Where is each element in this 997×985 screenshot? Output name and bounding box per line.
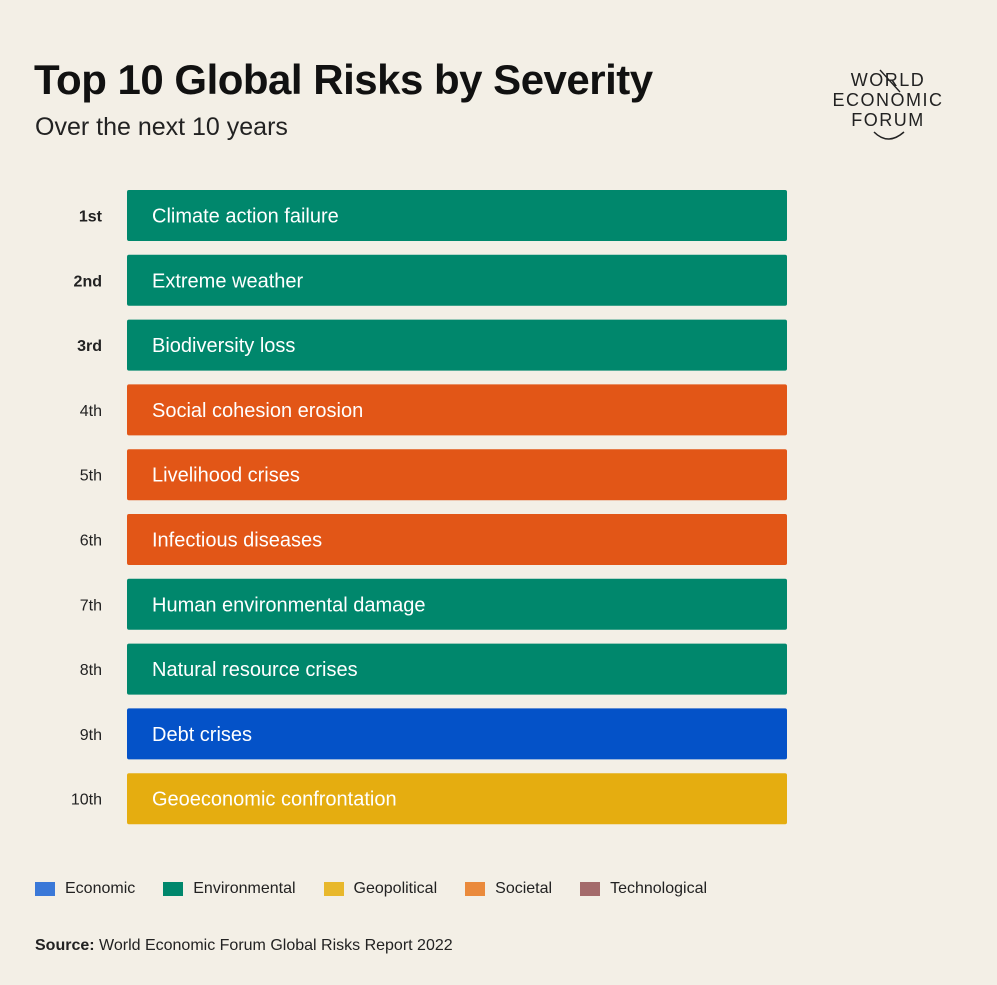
legend-swatch bbox=[35, 882, 55, 896]
legend-item: Geopolitical bbox=[323, 880, 438, 898]
risk-bar bbox=[127, 643, 787, 695]
risk-label: Natural resource crises bbox=[152, 659, 358, 681]
risk-bar bbox=[127, 449, 787, 501]
legend: Economic Environmental Geopolitical Societa… bbox=[35, 880, 735, 898]
rank-label: 5th bbox=[80, 468, 102, 485]
rank-label: 2nd bbox=[74, 273, 102, 290]
risk-label: Climate action failure bbox=[152, 206, 339, 228]
risk-label: Geoeconomic confrontation bbox=[152, 789, 397, 811]
legend-swatch bbox=[163, 882, 184, 896]
legend-swatch bbox=[465, 882, 486, 896]
risk-bar bbox=[127, 773, 787, 825]
legend-label: Geopolitical bbox=[353, 880, 438, 897]
legend-item: Societal bbox=[465, 880, 552, 898]
logo-slash-icon bbox=[879, 69, 901, 93]
rank-label: 8th bbox=[80, 662, 102, 679]
wef-logo: WORLD ECONOMIC FORUM bbox=[833, 69, 944, 140]
risk-bar bbox=[127, 384, 787, 436]
logo-line-2: ECONOMIC bbox=[833, 90, 944, 110]
legend-item: Environmental bbox=[163, 880, 296, 898]
legend-item: Economic bbox=[35, 880, 135, 898]
logo-line-1: WORLD bbox=[851, 70, 926, 90]
risk-label: Livelihood crises bbox=[152, 465, 300, 487]
risk-bar bbox=[127, 254, 787, 306]
rank-label: 1st bbox=[79, 209, 103, 226]
legend-swatch bbox=[580, 882, 601, 896]
risk-bar bbox=[127, 708, 787, 760]
risk-bar bbox=[127, 578, 787, 630]
rank-label: 3rd bbox=[77, 338, 102, 355]
rank-label: 4th bbox=[80, 403, 102, 420]
risk-label: Biodiversity loss bbox=[152, 335, 295, 357]
risk-label: Extreme weather bbox=[152, 270, 304, 292]
legend-swatch bbox=[323, 882, 344, 896]
rank-label: 6th bbox=[80, 533, 102, 550]
legend-label: Technological bbox=[610, 880, 708, 897]
risk-bar bbox=[127, 190, 787, 241]
logo-line-3: FORUM bbox=[851, 110, 925, 130]
chart-title: Top 10 Global Risks by Severity bbox=[34, 56, 653, 103]
risk-label: Infectious diseases bbox=[152, 530, 322, 552]
rank-label: 7th bbox=[80, 597, 102, 614]
chart-subtitle: Over the next 10 years bbox=[35, 113, 288, 141]
risk-label: Social cohesion erosion bbox=[152, 400, 363, 422]
legend-item: Technological bbox=[580, 880, 707, 898]
rank-label: 9th bbox=[80, 727, 102, 744]
source-text: World Economic Forum Global Risks Report… bbox=[94, 937, 453, 954]
legend-label: Environmental bbox=[193, 880, 296, 897]
logo-arc-icon bbox=[873, 131, 905, 140]
source-label: Source: bbox=[35, 937, 95, 954]
source-note: Source: World Economic Forum Global Risk… bbox=[35, 937, 453, 955]
legend-label: Societal bbox=[495, 880, 553, 897]
risk-label: Human environmental damage bbox=[152, 594, 426, 616]
legend-label: Economic bbox=[65, 880, 136, 897]
risk-label: Debt crises bbox=[152, 724, 252, 746]
risk-bar bbox=[127, 514, 787, 565]
rank-label: 10th bbox=[71, 792, 102, 809]
risk-bar bbox=[127, 319, 787, 371]
